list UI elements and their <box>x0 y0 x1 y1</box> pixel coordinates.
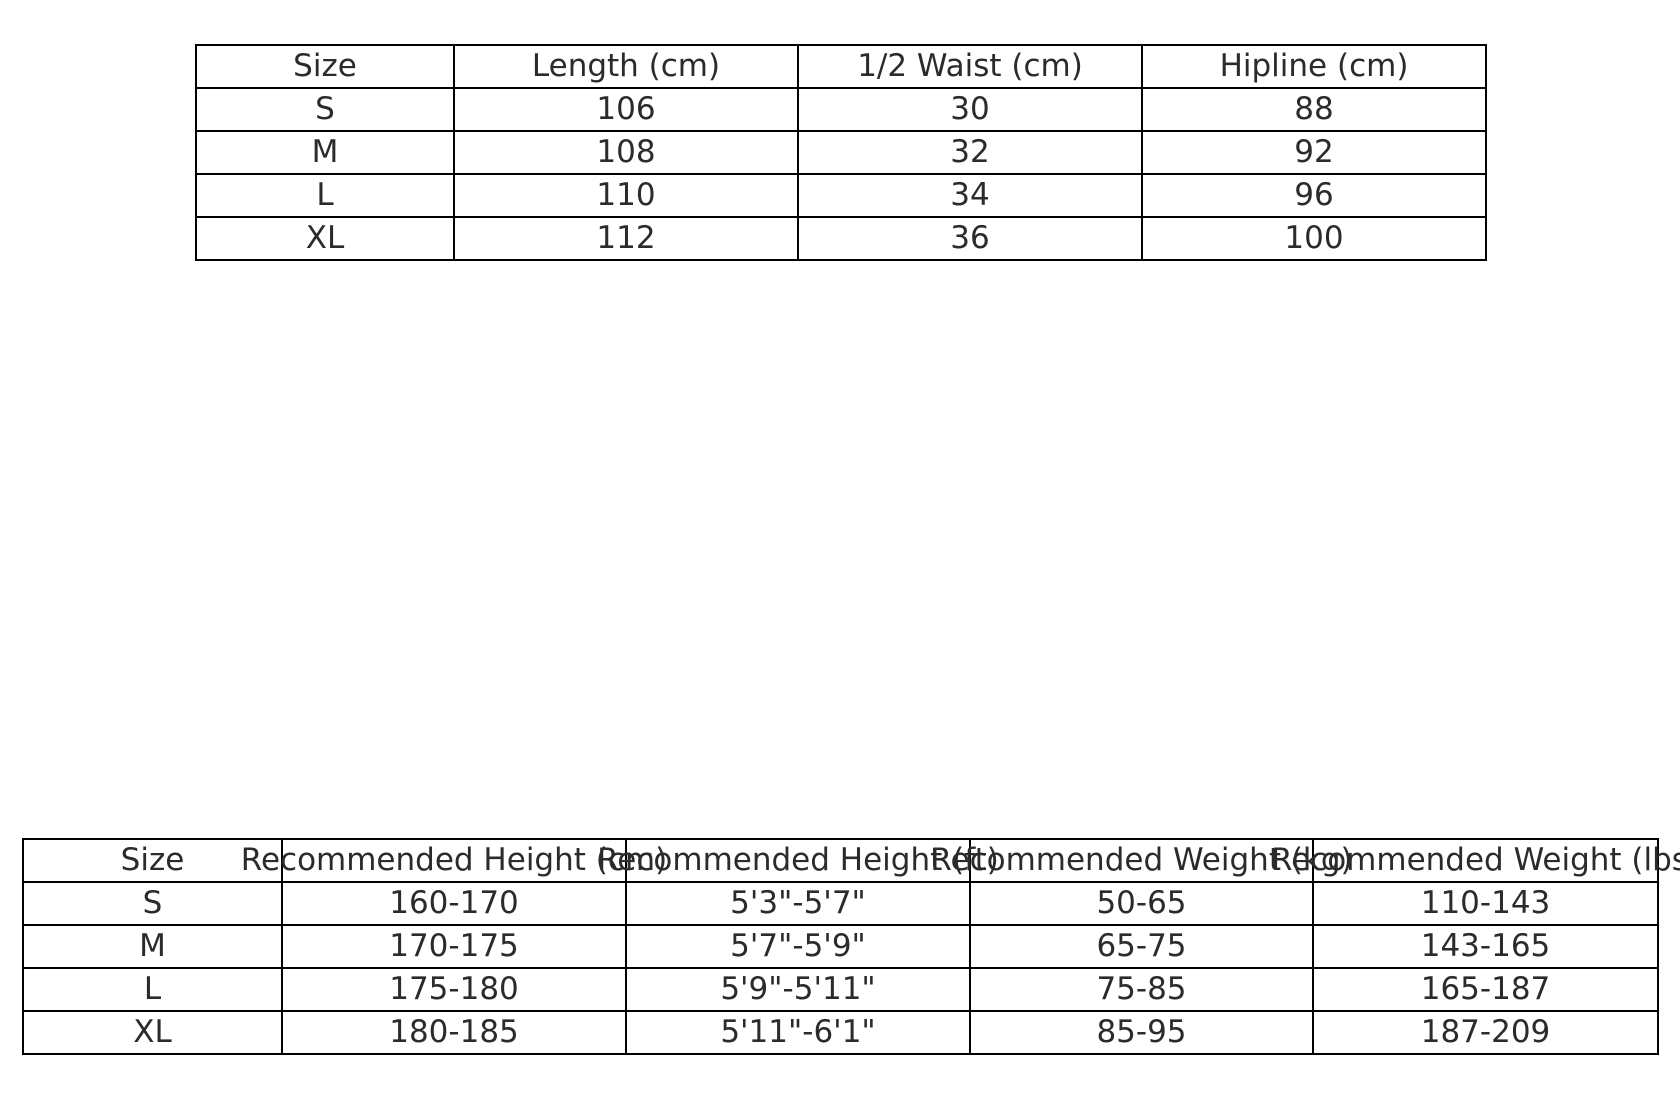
table-cell: S <box>195 87 455 132</box>
table-cell: 112 <box>453 216 799 261</box>
table-row: XL 180-185 5'11"-6'1" 85-95 187-209 <box>22 1010 1659 1055</box>
header-row: Size Length (cm) 1/2 Waist (cm) Hipline (cm… <box>195 44 1487 89</box>
measurements-table: Size Length (cm) 1/2 Waist (cm) Hipline (cm… <box>195 44 1487 261</box>
table-cell: 30 <box>797 87 1143 132</box>
table-cell: 75-85 <box>969 967 1314 1012</box>
header-row: Size Recommended Height (cm) Recommended H… <box>22 838 1680 883</box>
column-header: Recommended Height (cm) <box>241 838 667 883</box>
table-cell: 106 <box>453 87 799 132</box>
table-cell: 32 <box>797 130 1143 175</box>
table-cell: 85-95 <box>969 1010 1314 1055</box>
column-header: Recommended Weight (lbs) <box>1271 838 1680 883</box>
table-cell: 96 <box>1141 173 1487 218</box>
column-header: Hipline (cm) <box>1141 44 1487 89</box>
table-cell: XL <box>22 1010 283 1055</box>
table-cell: XL <box>195 216 455 261</box>
table-row: S 160-170 5'3"-5'7" 50-65 110-143 <box>22 881 1659 926</box>
table-cell: 65-75 <box>969 924 1314 969</box>
column-header-label: Recommended Weight (kg) <box>930 842 1353 878</box>
table-cell: 165-187 <box>1312 967 1659 1012</box>
column-header-label: Recommended Height (ft) <box>597 842 999 878</box>
table-cell: 5'3"-5'7" <box>625 881 971 926</box>
column-header-label: Size <box>120 842 185 878</box>
column-header-label: Recommended Weight (lbs) <box>1270 842 1680 878</box>
table-cell: 88 <box>1141 87 1487 132</box>
column-header: Length (cm) <box>453 44 799 89</box>
table-cell: M <box>22 924 283 969</box>
table-cell: 160-170 <box>281 881 627 926</box>
table-cell: 175-180 <box>281 967 627 1012</box>
table-cell: 50-65 <box>969 881 1314 926</box>
table-cell: 110 <box>453 173 799 218</box>
column-header: Recommended Weight (kg) <box>930 838 1353 883</box>
column-header-label: Recommended Height (cm) <box>240 842 668 878</box>
column-header: Size <box>195 44 455 89</box>
column-header-label: Hipline (cm) <box>1219 48 1409 84</box>
table-row: S 106 30 88 <box>195 87 1487 132</box>
table-cell: 110-143 <box>1312 881 1659 926</box>
table-row: L 175-180 5'9"-5'11" 75-85 165-187 <box>22 967 1659 1012</box>
table-cell: 100 <box>1141 216 1487 261</box>
table-cell: 170-175 <box>281 924 627 969</box>
table-cell: 5'7"-5'9" <box>625 924 971 969</box>
column-header-label: Length (cm) <box>531 48 721 84</box>
column-header: Size <box>22 838 283 883</box>
table-cell: 108 <box>453 130 799 175</box>
column-header: Recommended Height (ft) <box>597 838 999 883</box>
column-header: 1/2 Waist (cm) <box>797 44 1143 89</box>
column-header-label: 1/2 Waist (cm) <box>857 48 1083 84</box>
table-row: XL 112 36 100 <box>195 216 1487 261</box>
table-cell: 36 <box>797 216 1143 261</box>
size-recommendation-table: Size Recommended Height (cm) Recommended H… <box>22 838 1680 1055</box>
table-cell: L <box>22 967 283 1012</box>
table-cell: S <box>22 881 283 926</box>
table-cell: 180-185 <box>281 1010 627 1055</box>
table-cell: 187-209 <box>1312 1010 1659 1055</box>
table-cell: L <box>195 173 455 218</box>
column-header-label: Size <box>293 48 357 84</box>
table-cell: 92 <box>1141 130 1487 175</box>
table-row: M 170-175 5'7"-5'9" 65-75 143-165 <box>22 924 1659 969</box>
table-cell: 34 <box>797 173 1143 218</box>
table-cell: M <box>195 130 455 175</box>
table-row: M 108 32 92 <box>195 130 1487 175</box>
table-cell: 5'9"-5'11" <box>625 967 971 1012</box>
table-cell: 5'11"-6'1" <box>625 1010 971 1055</box>
table-cell: 143-165 <box>1312 924 1659 969</box>
table-row: L 110 34 96 <box>195 173 1487 218</box>
